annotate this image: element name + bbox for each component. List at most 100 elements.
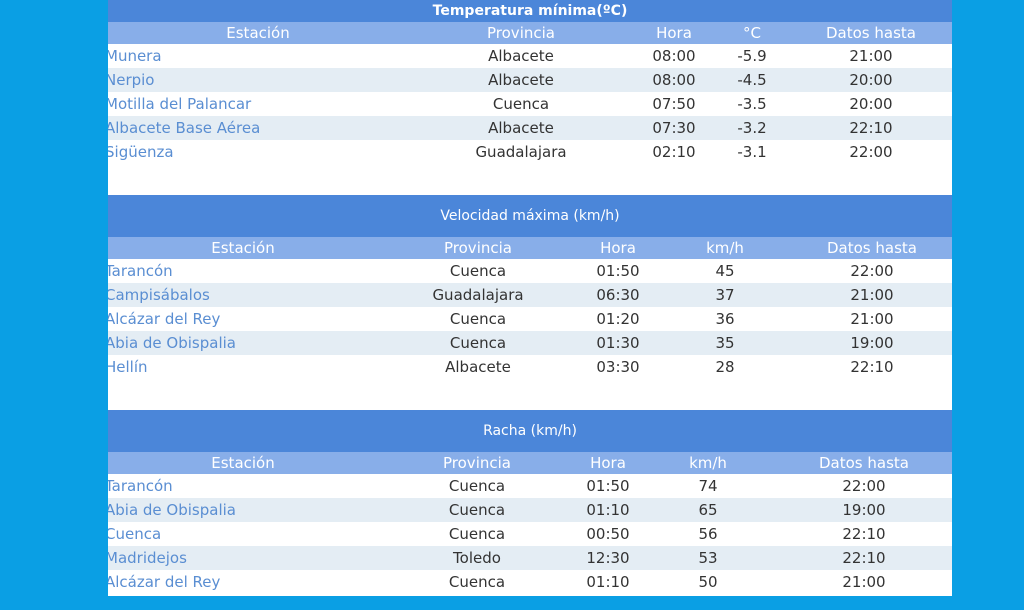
table-row: Cuenca Cuenca 00:50 56 22:10: [108, 522, 952, 546]
max-speed-table: Estación Provincia Hora km/h Datos hasta…: [108, 237, 952, 379]
value-cell: 53: [640, 546, 776, 570]
gust-section: Racha (km/h) Estación Provincia Hora km/…: [108, 410, 952, 594]
header-data-until: Datos hasta: [792, 237, 952, 259]
table-row: Abia de Obispalia Cuenca 01:30 35 19:00: [108, 331, 952, 355]
section-title: Temperatura mínima(ºC): [108, 0, 952, 22]
time-cell: 01:10: [576, 498, 640, 522]
station-link[interactable]: Motilla del Palancar: [108, 92, 408, 116]
time-cell: 08:00: [634, 44, 714, 68]
time-cell: 01:20: [578, 307, 658, 331]
data-until-cell: 22:10: [792, 355, 952, 379]
station-link[interactable]: Nerpio: [108, 68, 408, 92]
value-cell: 35: [658, 331, 792, 355]
time-cell: 12:30: [576, 546, 640, 570]
station-link[interactable]: Cuenca: [108, 522, 378, 546]
province-cell: Albacete: [408, 116, 634, 140]
value-cell: 50: [640, 570, 776, 594]
header-station: Estación: [108, 237, 378, 259]
value-cell: -3.5: [714, 92, 790, 116]
table-row: Munera Albacete 08:00 -5.9 21:00: [108, 44, 952, 68]
province-cell: Albacete: [408, 68, 634, 92]
data-until-cell: 21:00: [792, 283, 952, 307]
table-row: Alcázar del Rey Cuenca 01:10 50 21:00: [108, 570, 952, 594]
header-time: Hora: [576, 452, 640, 474]
section-title: Velocidad máxima (km/h): [108, 195, 952, 237]
province-cell: Cuenca: [378, 570, 576, 594]
table-header-row: Estación Provincia Hora km/h Datos hasta: [108, 237, 952, 259]
table-row: Madridejos Toledo 12:30 53 22:10: [108, 546, 952, 570]
data-until-cell: 20:00: [790, 68, 952, 92]
header-province: Provincia: [378, 452, 576, 474]
header-station: Estación: [108, 22, 408, 44]
min-temperature-table: Estación Provincia Hora °C Datos hasta M…: [108, 22, 952, 164]
header-data-until: Datos hasta: [790, 22, 952, 44]
station-link[interactable]: Madridejos: [108, 546, 378, 570]
time-cell: 07:30: [634, 116, 714, 140]
table-row: Hellín Albacete 03:30 28 22:10: [108, 355, 952, 379]
value-cell: -4.5: [714, 68, 790, 92]
province-cell: Cuenca: [378, 259, 578, 283]
table-row: Alcázar del Rey Cuenca 01:20 36 21:00: [108, 307, 952, 331]
data-until-cell: 21:00: [792, 307, 952, 331]
station-link[interactable]: Alcázar del Rey: [108, 307, 378, 331]
data-until-cell: 22:10: [790, 116, 952, 140]
province-cell: Toledo: [378, 546, 576, 570]
header-value: km/h: [640, 452, 776, 474]
table-row: Nerpio Albacete 08:00 -4.5 20:00: [108, 68, 952, 92]
header-value: km/h: [658, 237, 792, 259]
header-time: Hora: [578, 237, 658, 259]
province-cell: Guadalajara: [408, 140, 634, 164]
station-link[interactable]: Abia de Obispalia: [108, 498, 378, 522]
station-link[interactable]: Alcázar del Rey: [108, 570, 378, 594]
data-until-cell: 19:00: [792, 331, 952, 355]
value-cell: -3.2: [714, 116, 790, 140]
province-cell: Cuenca: [378, 331, 578, 355]
gust-table: Estación Provincia Hora km/h Datos hasta…: [108, 452, 952, 594]
time-cell: 00:50: [576, 522, 640, 546]
station-link[interactable]: Munera: [108, 44, 408, 68]
station-link[interactable]: Tarancón: [108, 474, 378, 498]
value-cell: -3.1: [714, 140, 790, 164]
province-cell: Cuenca: [378, 307, 578, 331]
header-station: Estación: [108, 452, 378, 474]
value-cell: 56: [640, 522, 776, 546]
time-cell: 01:30: [578, 331, 658, 355]
table-row: Sigüenza Guadalajara 02:10 -3.1 22:00: [108, 140, 952, 164]
time-cell: 01:50: [576, 474, 640, 498]
data-until-cell: 20:00: [790, 92, 952, 116]
station-link[interactable]: Hellín: [108, 355, 378, 379]
value-cell: 36: [658, 307, 792, 331]
value-cell: 45: [658, 259, 792, 283]
data-until-cell: 22:00: [790, 140, 952, 164]
value-cell: 28: [658, 355, 792, 379]
table-header-row: Estación Provincia Hora °C Datos hasta: [108, 22, 952, 44]
data-until-cell: 21:00: [790, 44, 952, 68]
time-cell: 02:10: [634, 140, 714, 164]
province-cell: Guadalajara: [378, 283, 578, 307]
province-cell: Cuenca: [378, 474, 576, 498]
province-cell: Albacete: [408, 44, 634, 68]
province-cell: Cuenca: [378, 498, 576, 522]
header-data-until: Datos hasta: [776, 452, 952, 474]
value-cell: 65: [640, 498, 776, 522]
province-cell: Albacete: [378, 355, 578, 379]
time-cell: 08:00: [634, 68, 714, 92]
province-cell: Cuenca: [408, 92, 634, 116]
header-time: Hora: [634, 22, 714, 44]
header-province: Provincia: [378, 237, 578, 259]
table-row: Tarancón Cuenca 01:50 74 22:00: [108, 474, 952, 498]
table-row: Abia de Obispalia Cuenca 01:10 65 19:00: [108, 498, 952, 522]
table-row: Tarancón Cuenca 01:50 45 22:00: [108, 259, 952, 283]
weather-stats-panel: Temperatura mínima(ºC) Estación Provinci…: [108, 0, 952, 596]
data-until-cell: 22:10: [776, 546, 952, 570]
data-until-cell: 22:10: [776, 522, 952, 546]
time-cell: 01:10: [576, 570, 640, 594]
station-link[interactable]: Abia de Obispalia: [108, 331, 378, 355]
header-value: °C: [714, 22, 790, 44]
station-link[interactable]: Tarancón: [108, 259, 378, 283]
station-link[interactable]: Campisábalos: [108, 283, 378, 307]
station-link[interactable]: Sigüenza: [108, 140, 408, 164]
station-link[interactable]: Albacete Base Aérea: [108, 116, 408, 140]
table-row: Campisábalos Guadalajara 06:30 37 21:00: [108, 283, 952, 307]
value-cell: -5.9: [714, 44, 790, 68]
